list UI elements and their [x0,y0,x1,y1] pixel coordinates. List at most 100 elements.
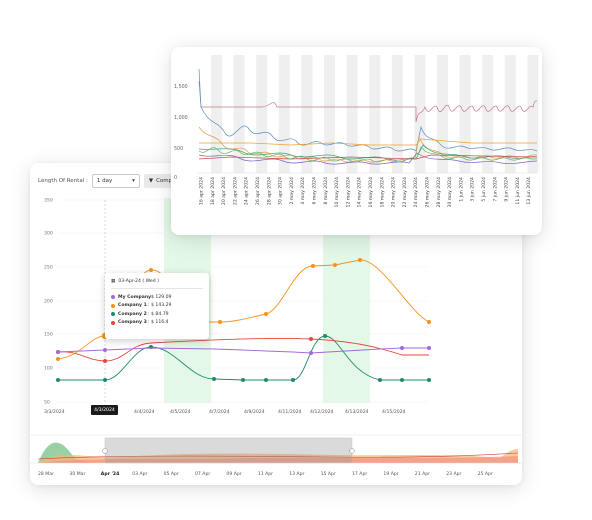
inset-x-tick-label: 7 jun 2024 [492,177,498,202]
inset-column-band [256,55,268,173]
length-of-rental-select[interactable]: 1 day ▾ [91,174,140,188]
calendar-icon: ▦ [111,279,116,284]
tooltip-series-name: Company 1 [118,303,147,309]
x-axis-tick-label: 4/13/2024 [345,409,369,415]
inset-x-tick-label: 5 jun 2024 [481,177,487,202]
tooltip-series-value: : $ 84.79 [148,311,169,317]
inset-x-tick-label: 30 may 2024 [447,177,453,208]
inset-series [198,68,538,165]
filter-icon: ▼ [148,178,154,184]
tooltip-series-value: : $ 116.4 [148,320,169,326]
inset-x-tick-label: 9 jun 2024 [504,177,510,202]
series-dot [111,303,115,308]
navigator-date-label: 23 Apr [446,471,461,477]
navigator-left-handle[interactable] [102,448,108,454]
inset-x-tick-label: 10 may 2024 [334,177,340,208]
x-axis-tick-label: 4/12/2024 [310,409,334,415]
tooltip-series-name: Company 2 [118,311,147,317]
inset-column-band [324,55,335,173]
company-3-line [57,337,429,362]
inset-column-band [211,55,222,173]
inset-column-band [301,55,313,173]
inset-column-band [414,55,426,173]
navigator-date-label: 19 Apr [383,471,398,477]
crosshair-date-label: 4/3/2024 [91,405,118,415]
inset-x-tick-label: 20 apr 2024 [221,177,227,205]
inset-x-tick-label: 24 may 2024 [413,177,419,208]
x-axis-tick-label: 4/9/2024 [244,409,265,415]
inset-x-tick-label: 28 apr 2024 [266,177,272,205]
tooltip-header: ▦ 03-Apr-24 ( Wed ) [111,279,203,289]
navigator-date-label: 05 Apr [164,471,179,477]
navigator-date-label: 13 Apr [289,471,304,477]
inset-y-tick-label: 0 [174,175,177,181]
inset-x-tick-label: 20 may 2024 [391,177,397,208]
navigator-selection[interactable] [104,437,353,464]
inset-column-band [233,55,245,173]
inset-y-tick-label: 500 [174,146,183,152]
inset-column-band [391,55,403,173]
range-navigator[interactable] [30,434,522,464]
navigator-right-handle[interactable] [349,448,355,454]
tooltip-row: Company 3 : $ 116.4 [111,319,203,328]
tooltip-row: Company 1 : $ 143.29 [111,302,203,311]
inset-column-band [459,55,471,173]
navigator-date-label: 28 Mar [38,471,54,477]
tooltip-row: Company 2 : $ 84.79 [111,310,203,319]
length-of-rental-label: Length Of Rental : [38,178,88,184]
navigator-date-label: 11 Apr [258,471,273,477]
x-axis-tick-label: 4/15/2024 [382,409,406,415]
inset-x-tick-label: 6 may 2024 [312,177,318,205]
my-company-points [56,346,431,355]
my-company-line [57,347,429,354]
length-of-rental-value: 1 day [96,178,113,184]
navigator-date-label: Apr '24 [101,471,120,477]
navigator-date-label: 07 Apr [195,471,210,477]
x-axis-tick-label: 4/5/2024 [170,409,191,415]
inset-column-band [482,55,494,173]
inset-x-tick-label: 16 may 2024 [368,177,374,208]
navigator-date-label: 09 Apr [226,471,241,477]
company-2-line [58,335,429,381]
inset-column-band [369,55,381,173]
company-2-points [56,334,431,382]
price-tooltip: ▦ 03-Apr-24 ( Wed ) My Company : $ 129.0… [105,273,209,339]
y-axis-tick-label: 200 [44,299,53,305]
navigator-date-label: 21 Apr [415,471,430,477]
long-range-price-card: 1,500 1,000 500 0 16 apr 2024 18 apr 2024 20 … [171,47,542,235]
inset-x-tick-label: 26 may 2024 [425,177,431,208]
inset-x-tick-label: 18 apr 2024 [210,177,216,205]
x-axis-tick-label: 3/3/2024 [44,409,65,415]
navigator-date-label: 17 Apr [352,471,367,477]
x-axis-tick-label: 4/7/2024 [209,409,230,415]
inset-x-tick-label: 14 may 2024 [357,177,363,208]
inset-x-tick-label: 12 may 2024 [345,177,351,208]
inset-column-band [278,55,290,173]
inset-x-tick-label: 28 may 2024 [436,177,442,208]
series-dot [111,295,115,300]
y-axis-tick-label: 100 [44,366,53,372]
inset-column-band [504,55,516,173]
inset-x-tick-label: 13 jun 2024 [526,177,532,205]
inset-column-band [437,55,448,173]
y-axis-tick-label: 250 [44,265,53,271]
y-axis-tick-label: 300 [44,231,53,237]
inset-x-tick-label: 3 jun 2024 [470,177,476,202]
inset-x-tick-label: 22 may 2024 [402,177,408,208]
tooltip-series-value: : $ 143.29 [148,303,172,309]
navigator-date-label: 03 Apr [132,471,147,477]
navigator-date-label: 30 Mar [69,471,85,477]
inset-x-tick-label: 8 may 2024 [323,177,329,205]
inset-x-tick-label: 2 may 2024 [289,177,295,205]
navigator-date-label: 15 Apr [321,471,336,477]
long-range-line-chart: 1,500 1,000 500 0 16 apr 2024 18 apr 2024 20 … [174,55,539,208]
y-axis-tick-label: 150 [44,332,53,338]
inset-x-tick-label: 16 apr 2024 [199,177,205,205]
inset-column-band [346,55,358,173]
series-dot [111,320,115,325]
series-dot [111,312,115,317]
x-axis-tick-label: 4/4/2024 [134,409,155,415]
inset-x-tick-label: 18 may 2024 [379,177,385,208]
tooltip-date: 03-Apr-24 ( Wed ) [118,279,159,284]
y-axis-tick-label: 50 [44,400,50,406]
